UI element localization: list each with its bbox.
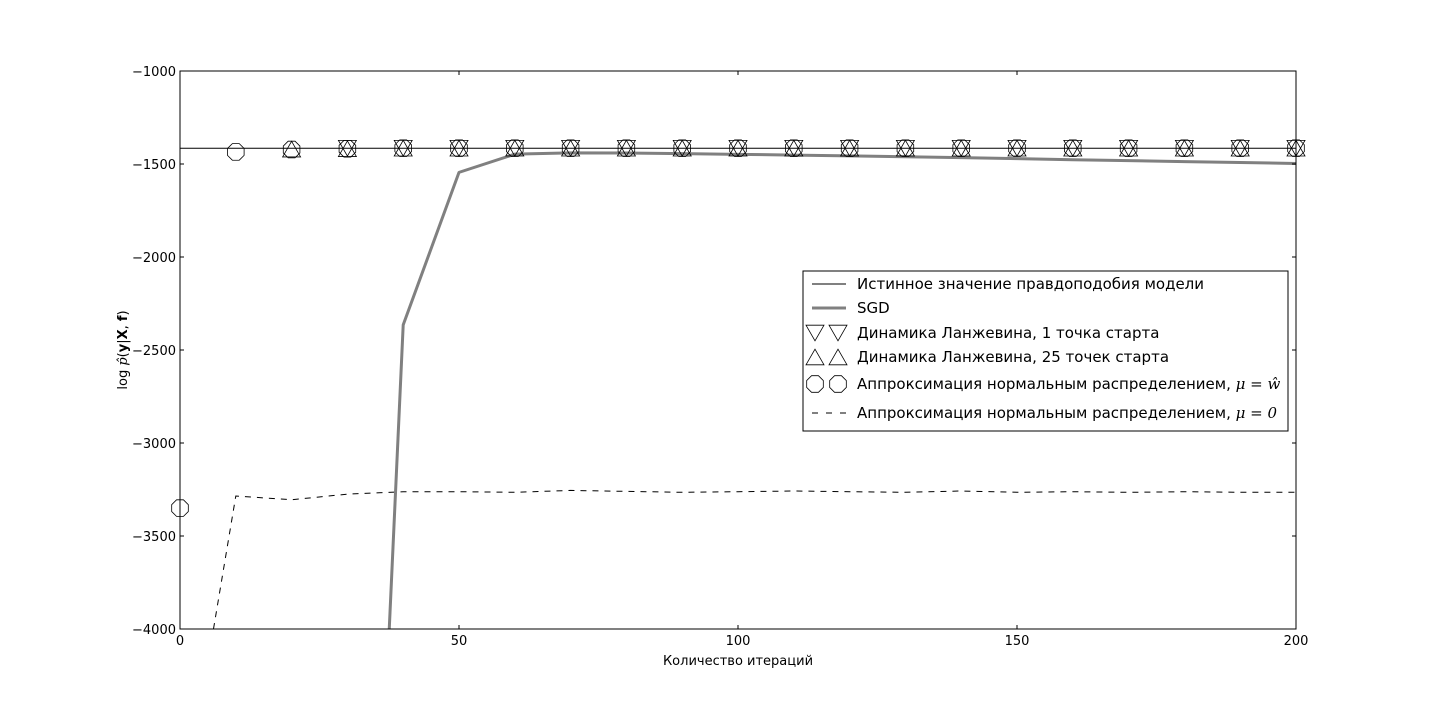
marker-normal-mu-w	[450, 139, 468, 157]
marker-normal-mu-w	[171, 499, 189, 517]
y-tick-label: −1000	[132, 65, 176, 80]
marker-langevin-25-starts	[616, 139, 637, 157]
legend-handle-marker	[828, 348, 848, 366]
x-tick-label: 0	[176, 634, 184, 649]
marker-normal-mu-w	[338, 140, 357, 158]
marker-layer	[171, 139, 1306, 517]
y-tick-label: −2500	[132, 344, 176, 359]
marker-normal-mu-w	[1231, 139, 1249, 157]
marker-langevin-25-starts	[337, 140, 358, 157]
y-tick-label: −4000	[132, 623, 176, 638]
marker-langevin-25-starts	[1174, 139, 1195, 157]
legend-entry-normal-0: Аппроксимация нормальным распределением,…	[812, 404, 1277, 422]
marker-langevin-25-starts	[728, 139, 748, 157]
marker-langevin-25-starts	[1118, 139, 1139, 157]
marker-langevin-25-starts	[393, 139, 413, 157]
legend-entry-true-value: Истинное значение правдоподобия модели	[812, 275, 1204, 293]
legend-label: Динамика Ланжевина, 1 точка старта	[857, 324, 1159, 342]
legend-entry-langevin-1: Динамика Ланжевина, 1 точка старта	[805, 324, 1159, 342]
marker-normal-mu-w	[673, 139, 691, 157]
legend-entry-langevin-25: Динамика Ланжевина, 25 точек старта	[805, 348, 1169, 366]
marker-normal-mu-w	[729, 139, 747, 157]
legend: Истинное значение правдоподобия модели SG…	[802, 270, 1289, 432]
legend-handle-marker	[829, 375, 847, 393]
series-layer	[180, 147, 1296, 629]
x-tick-label: 150	[1005, 634, 1030, 649]
marker-langevin-25-starts	[839, 139, 860, 157]
marker-langevin-25-starts	[449, 139, 469, 157]
marker-normal-mu-w	[282, 140, 301, 159]
legend-handle-marker	[828, 324, 848, 342]
marker-langevin-25-starts	[951, 139, 971, 157]
marker-langevin-25-starts	[1007, 139, 1027, 157]
y-tick-label: −2000	[132, 251, 176, 266]
marker-normal-mu-w	[394, 139, 412, 157]
marker-normal-mu-w	[896, 139, 915, 157]
marker-normal-mu-w	[952, 139, 970, 157]
marker-normal-mu-w	[617, 139, 636, 157]
x-tick-label: 200	[1284, 634, 1309, 649]
marker-normal-mu-w	[785, 139, 803, 157]
legend-box	[802, 270, 1289, 432]
legend-handle-marker	[805, 324, 825, 342]
y-tick-label: −1500	[132, 158, 176, 173]
x-tick-label: 100	[726, 634, 751, 649]
legend-label: Аппроксимация нормальным распределением,…	[857, 404, 1277, 422]
marker-normal-mu-w	[227, 143, 245, 161]
legend-label: SGD	[857, 299, 890, 317]
marker-langevin-25-starts	[895, 139, 916, 157]
y-tick-label: −3500	[132, 530, 176, 545]
marker-normal-mu-w	[1064, 139, 1082, 157]
legend-label: Истинное значение правдоподобия модели	[857, 275, 1204, 293]
marker-langevin-25-starts	[784, 139, 804, 157]
marker-normal-mu-w	[506, 139, 524, 157]
legend-label: Аппроксимация нормальным распределением,…	[857, 375, 1280, 393]
marker-langevin-25-starts	[1230, 139, 1250, 157]
y-tick-label: −3000	[132, 437, 176, 452]
marker-normal-mu-w	[1008, 139, 1026, 157]
marker-langevin-25-starts	[505, 139, 525, 157]
marker-normal-mu-w	[1119, 139, 1138, 157]
legend-handle-marker	[805, 348, 825, 366]
legend-entry-normal-w: Аппроксимация нормальным распределением,…	[806, 375, 1280, 393]
x-axis-label: Количество итераций	[663, 654, 813, 669]
ticks-layer: 0 50 100 150 200 −4000 −3500 −3000 −2500 −2000 −15…	[132, 65, 1308, 649]
x-tick-label: 50	[451, 634, 468, 649]
marker-normal-mu-w	[840, 139, 859, 157]
legend-entry-sgd: SGD	[812, 299, 890, 317]
marker-langevin-25-starts	[281, 140, 302, 158]
marker-langevin-25-starts	[560, 139, 581, 157]
series-line-sgd	[387, 151, 1296, 629]
series-line-normal-mu-zero	[212, 489, 1296, 629]
marker-normal-mu-w	[1287, 139, 1305, 157]
legend-label: Динамика Ланжевина, 25 точек старта	[857, 348, 1169, 366]
marker-langevin-25-starts	[672, 139, 692, 157]
y-axis-label: log p̂(y|X, f)	[116, 310, 131, 389]
marker-normal-mu-w	[561, 139, 580, 157]
legend-handle-marker	[806, 375, 824, 393]
marker-normal-mu-w	[1175, 139, 1194, 157]
marker-langevin-25-starts	[1063, 139, 1083, 157]
